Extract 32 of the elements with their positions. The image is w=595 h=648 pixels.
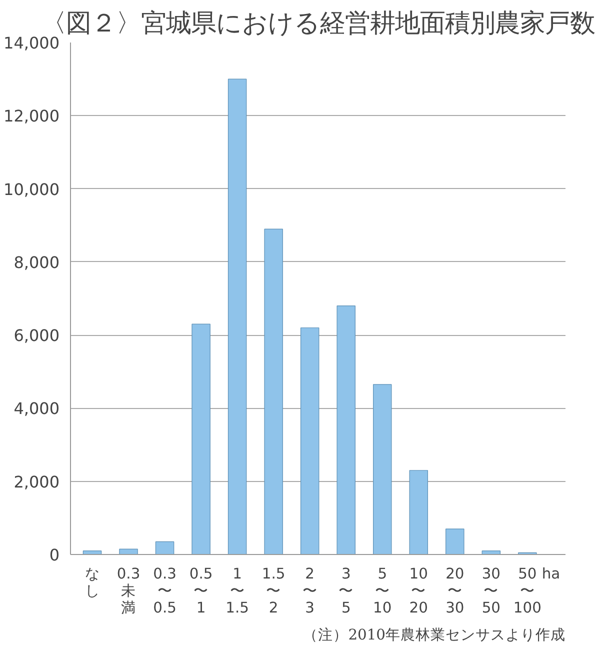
bar (264, 228, 283, 554)
y-tick-label: 0 (49, 546, 60, 564)
x-axis-title: ha (542, 566, 560, 582)
x-tick-label: 50 〜 100 (513, 566, 542, 616)
y-tick-label: 2,000 (14, 472, 60, 492)
text: （注）2010年農林業センサスより作成 (303, 626, 566, 644)
bar (373, 384, 392, 554)
y-tick-label: 4,000 (14, 399, 60, 418)
y-tick-label: 12,000 (4, 106, 60, 126)
x-tick-label: 2 〜 3 (302, 566, 318, 616)
x-tick-label: 1.5 〜 2 (262, 566, 286, 616)
x-tick-label: 0.5 〜 1 (189, 566, 213, 616)
bar (336, 306, 356, 554)
y-tick-label: 10,000 (4, 180, 60, 199)
x-tick-label: 1 〜 1.5 (226, 566, 249, 616)
y-tick-label: 8,000 (14, 252, 60, 272)
bar (409, 470, 428, 554)
bar (228, 78, 247, 554)
bar (446, 528, 464, 554)
x-tick-label: 0.3 〜 0.5 (153, 566, 176, 616)
bar (119, 548, 138, 554)
x-tick-label: なし (84, 566, 100, 600)
x-tick-label: 10 〜 20 (409, 566, 428, 616)
x-tick-label: 20 〜 30 (446, 566, 464, 616)
x-tick-label: 5 〜 10 (373, 566, 392, 616)
bar (192, 324, 210, 554)
x-tick-label: 3 〜 5 (338, 566, 354, 616)
x-tick-label: 30 〜 50 (482, 566, 500, 616)
bar (155, 541, 174, 554)
y-tick-label: 6,000 (14, 326, 60, 346)
bar (300, 327, 320, 554)
x-tick-label: 0.3未満 (116, 566, 140, 616)
